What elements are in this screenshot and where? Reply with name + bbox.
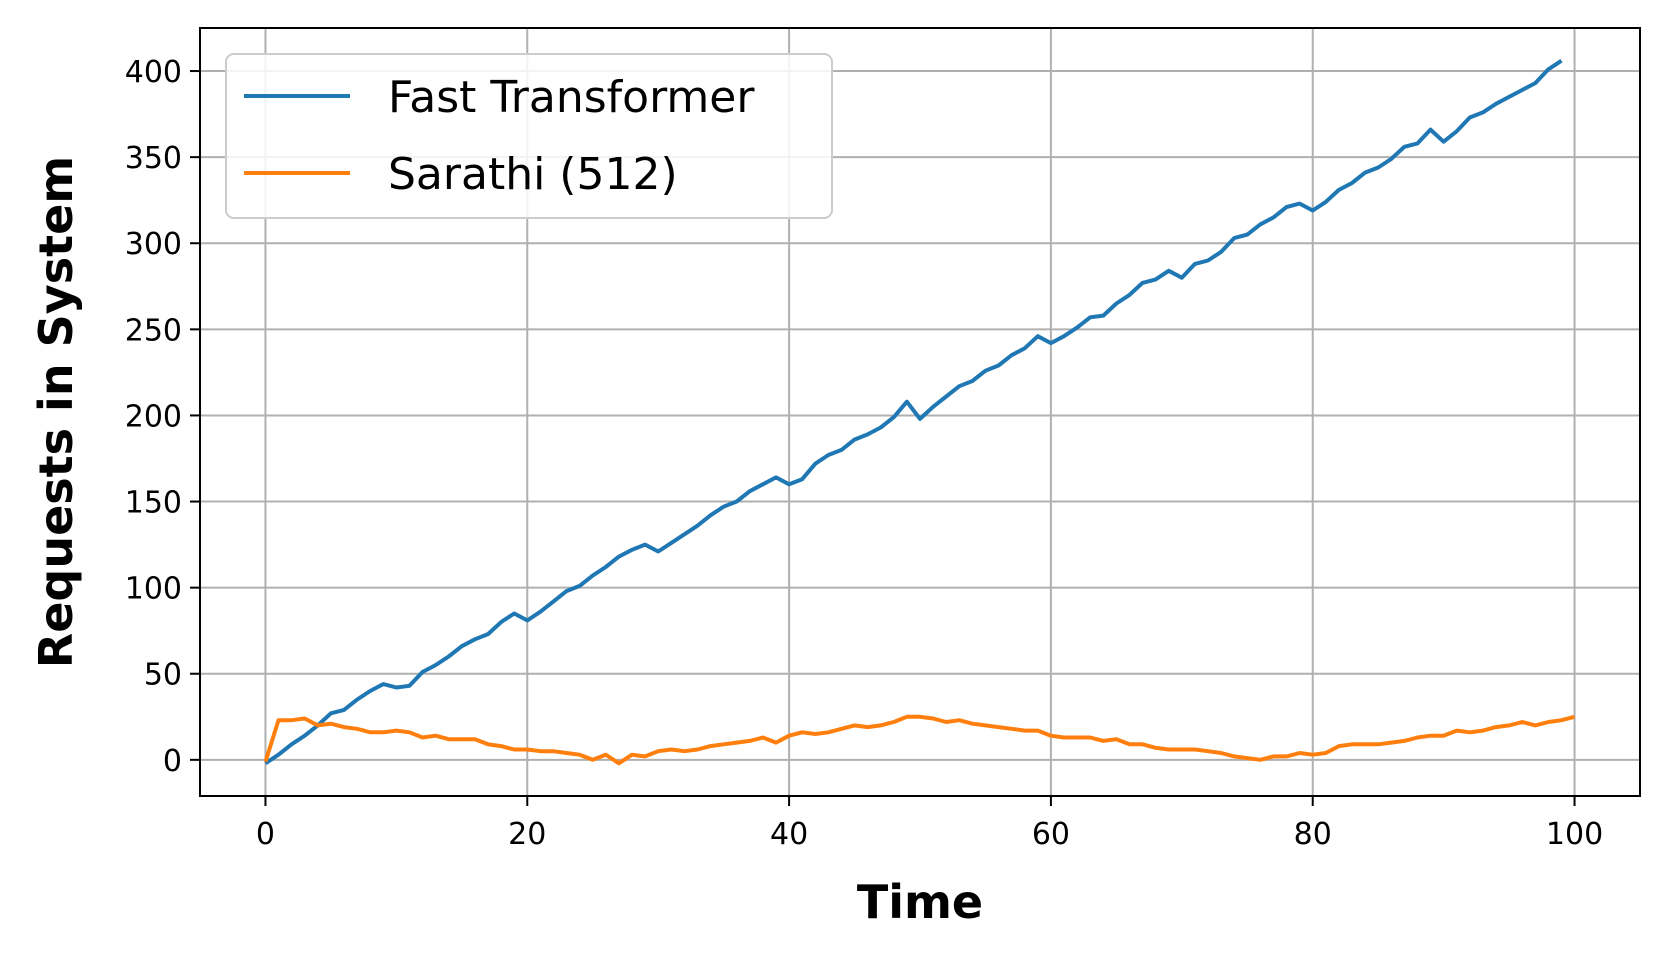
x-tick-label: 0 bbox=[256, 817, 275, 852]
legend-label-1: Fast Transformer bbox=[388, 72, 755, 123]
y-tick-label: 400 bbox=[125, 55, 182, 90]
x-axis-title: Time bbox=[857, 875, 983, 929]
x-tick-label: 20 bbox=[508, 817, 546, 852]
x-tick-label: 60 bbox=[1032, 817, 1070, 852]
x-tick-label: 100 bbox=[1546, 817, 1603, 852]
series-line-1 bbox=[264, 59, 1563, 765]
legend-box bbox=[225, 53, 833, 219]
y-tick-label: 50 bbox=[144, 658, 182, 693]
y-tick-label: 200 bbox=[125, 399, 182, 434]
x-tick-label: 40 bbox=[770, 817, 808, 852]
y-tick-label: 100 bbox=[125, 572, 182, 607]
y-tick-label: 150 bbox=[125, 486, 182, 521]
y-tick-label: 0 bbox=[163, 744, 182, 779]
legend-label-2: Sarathi (512) bbox=[388, 149, 678, 200]
legend: Fast Transformer Sarathi (512) bbox=[225, 53, 833, 219]
y-tick-label: 350 bbox=[125, 141, 182, 176]
x-axis-ticks: 0 20 40 60 80 100 bbox=[256, 796, 1603, 852]
y-tick-label: 300 bbox=[125, 227, 182, 262]
y-axis-title: Requests in System bbox=[29, 156, 83, 668]
y-tick-label: 250 bbox=[125, 313, 182, 348]
series-lines bbox=[263, 59, 1576, 766]
x-tick-label: 80 bbox=[1294, 817, 1332, 852]
series-line-2 bbox=[263, 714, 1576, 766]
y-axis-ticks: 0 50 100 150 200 250 300 350 400 bbox=[125, 55, 200, 779]
plot-frame bbox=[199, 27, 1641, 797]
